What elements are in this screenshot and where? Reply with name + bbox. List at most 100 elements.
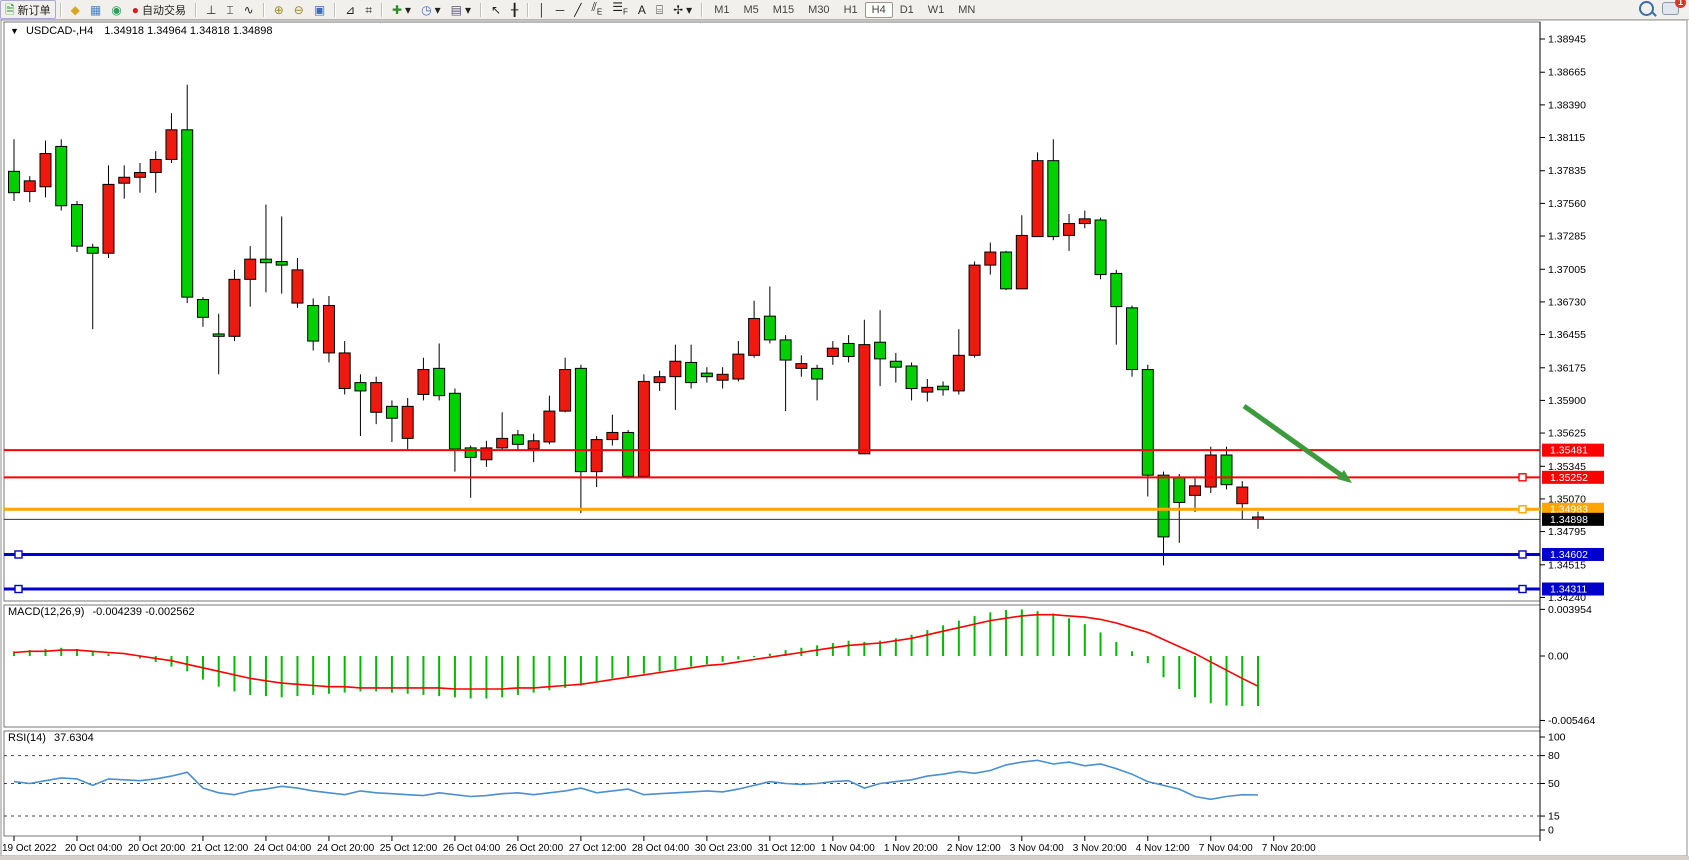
vertical-line-button[interactable]: │ — [533, 0, 551, 19]
fibonacci-button[interactable]: ☰F — [607, 0, 633, 19]
bar-chart-icon: ⊥ — [205, 2, 217, 17]
navigator-button[interactable]: ◉ — [106, 0, 126, 19]
price-tick-label: 1.35070 — [1548, 493, 1586, 505]
price-tick-label: 1.34515 — [1548, 559, 1586, 571]
line-anchor-marker[interactable] — [1518, 550, 1527, 559]
time-tick-label: 27 Oct 12:00 — [569, 843, 627, 854]
data-window-button[interactable]: ▦ — [85, 0, 106, 19]
text-button[interactable]: A — [633, 0, 651, 19]
price-badge — [1542, 443, 1604, 457]
candlestick-chart-button[interactable]: ⌶ — [221, 0, 238, 19]
text-label-icon: ⌸ — [655, 2, 664, 17]
macd-tick-label: 0.003954 — [1548, 604, 1592, 616]
search-icon — [1639, 0, 1654, 16]
time-tick-label: 2 Nov 12:00 — [947, 843, 1001, 854]
price-tick-label: 1.37560 — [1548, 198, 1586, 210]
autotrading-button[interactable]: ● 自动交易 — [127, 0, 191, 19]
vertical-line-icon: │ — [538, 2, 546, 17]
arrows-icon: ✢ — [673, 2, 684, 17]
crosshair-button[interactable]: ╂ — [506, 0, 523, 19]
macd-indicator-label: MACD(12,26,9) -0.004239 -0.002562 — [8, 606, 195, 618]
chat-badge: 1 — [1675, 0, 1686, 8]
timeframe-h4[interactable]: H4 — [864, 1, 893, 18]
chart-dropdown-icon[interactable]: ▼ — [10, 26, 19, 36]
timeframe-m30[interactable]: M30 — [808, 3, 830, 16]
candle — [370, 382, 383, 413]
line-anchor-marker[interactable] — [1518, 473, 1527, 482]
time-tick-label: 1 Nov 04:00 — [821, 843, 875, 854]
candle — [1220, 454, 1233, 486]
separator — [380, 2, 383, 17]
line-anchor-marker[interactable] — [14, 550, 23, 559]
time-tick-label: 3 Nov 04:00 — [1010, 843, 1064, 854]
timeframe-w1[interactable]: W1 — [927, 3, 945, 16]
fibonacci-icon: ☰F — [612, 0, 628, 17]
timeframe-h1[interactable]: H1 — [843, 3, 858, 16]
time-tick-label: 25 Oct 12:00 — [380, 843, 438, 854]
time-tick-label: 3 Nov 20:00 — [1073, 843, 1127, 854]
candle — [480, 447, 493, 461]
chart-shift-button[interactable]: ⌗ — [360, 0, 377, 19]
tile-windows-icon: ▣ — [313, 2, 326, 17]
line-chart-button[interactable]: ∿ — [239, 0, 259, 19]
tile-windows-button[interactable]: ▣ — [309, 0, 330, 19]
trend-arrow[interactable] — [1242, 403, 1343, 478]
price-axis: 1.38945 1.38665 1.38390 1.38115 1.37835 1.375… — [1540, 34, 1586, 604]
horizontal-line-button[interactable]: ─ — [551, 0, 570, 19]
candle — [1236, 486, 1249, 505]
cursor-button[interactable]: ↖ — [486, 0, 506, 19]
market-watch-button[interactable]: ◆ — [66, 0, 85, 19]
periods-button[interactable]: ◷ ▾ — [416, 0, 446, 19]
templates-button[interactable]: ▤ ▾ — [446, 0, 476, 19]
line-anchor-marker[interactable] — [1518, 505, 1527, 514]
bar-chart-button[interactable]: ⊥ — [201, 0, 221, 19]
new-order-icon: 🗎 — [5, 2, 15, 17]
equidistant-channel-button[interactable]: ⫽E — [587, 0, 608, 19]
candle — [779, 339, 792, 361]
new-order-button[interactable]: 🗎 新订单 — [0, 0, 56, 19]
price-tick-label: 1.35625 — [1548, 428, 1586, 440]
candle — [811, 367, 824, 380]
chart-title-bar[interactable]: ▼ USDCAD-,H4 1.34918 1.34964 1.34818 1.3… — [10, 25, 273, 37]
time-axis: 19 Oct 2022 20 Oct 04:00 20 Oct 20:00 21 Oc… — [2, 836, 1316, 854]
candle — [1141, 369, 1154, 476]
price-badge — [1542, 547, 1604, 561]
price-badge-label: 1.34602 — [1550, 549, 1588, 561]
cursor-icon: ↖ — [490, 2, 502, 17]
rsi-indicator-label: RSI(14) 37.6304 — [8, 732, 94, 744]
candle — [968, 264, 981, 356]
arrows-button[interactable]: ✢ ▾ — [668, 0, 697, 19]
candle — [39, 153, 52, 188]
search-button[interactable] — [1639, 0, 1654, 19]
templates-icon: ▤ — [450, 2, 462, 17]
candle — [842, 342, 855, 357]
timeframe-m1[interactable]: M1 — [714, 3, 730, 16]
candle — [700, 372, 713, 378]
candle — [23, 180, 36, 193]
candle — [291, 269, 304, 304]
separator — [59, 2, 62, 17]
chat-button[interactable]: 1 — [1662, 0, 1686, 18]
zoom-out-button[interactable]: ⊖ — [289, 0, 309, 19]
line-anchor-marker[interactable] — [1518, 584, 1527, 594]
line-anchor-marker[interactable] — [14, 584, 23, 594]
timeframe-mn[interactable]: MN — [958, 3, 976, 16]
candle — [417, 369, 430, 395]
timeframe-m5[interactable]: M5 — [743, 3, 759, 16]
candle — [275, 261, 288, 266]
price-tick-label: 1.35345 — [1548, 461, 1586, 473]
candle — [496, 437, 509, 449]
horizontal-line-icon: ─ — [555, 2, 565, 17]
timeframe-d1[interactable]: D1 — [899, 3, 914, 16]
new-chart-button[interactable]: ⊿ — [340, 0, 360, 19]
zoom-in-button[interactable]: ⊕ — [269, 0, 289, 19]
indicators-button[interactable]: ✚ ▾ — [387, 0, 416, 19]
trendline-button[interactable]: ╱ — [569, 0, 586, 19]
rsi-tick-label: 50 — [1548, 778, 1560, 790]
timeframe-m15[interactable]: M15 — [772, 3, 795, 16]
separator — [527, 2, 530, 17]
text-label-button[interactable]: ⌸ — [651, 0, 668, 19]
rsi-tick-label: 80 — [1548, 750, 1560, 762]
price-tick-label: 1.38665 — [1548, 67, 1586, 79]
crosshair-icon: ╂ — [511, 2, 519, 17]
